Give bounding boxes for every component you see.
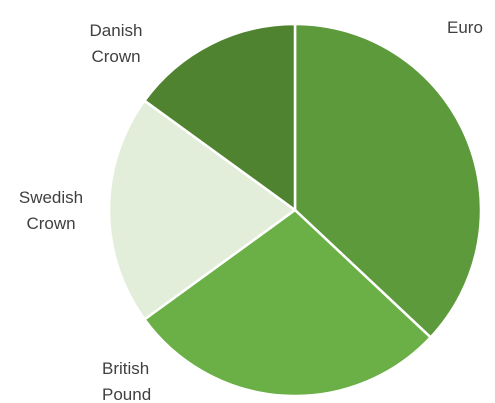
pie-slices [107, 22, 483, 398]
pie-slice-danish-crown [142, 22, 297, 213]
slice-label-danish-crown: Danish Crown [90, 21, 143, 66]
slice-label-euro: Euro [447, 18, 483, 37]
pie-slice-swedish-crown [107, 98, 298, 322]
pie-slice-british-pound [142, 208, 433, 398]
slice-label-swedish-crown: Swedish Crown [19, 188, 83, 233]
pie-labels: Euro British Pound Swedish Crown Danish Crown [19, 18, 483, 403]
slice-label-british-pound: British Pound [102, 359, 151, 403]
pie-slice-euro [293, 22, 483, 340]
